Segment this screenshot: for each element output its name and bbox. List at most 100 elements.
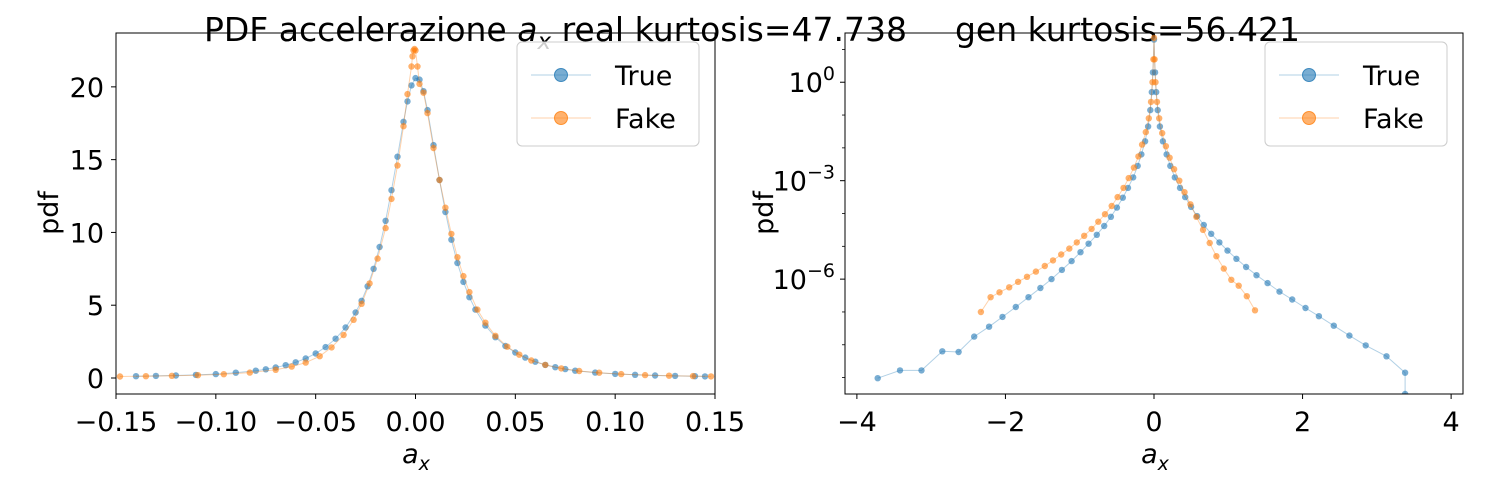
data-point-fake	[1135, 153, 1142, 160]
data-point-fake	[1073, 239, 1081, 246]
data-point-fake	[1153, 98, 1161, 106]
x-tick-label: 0.00	[385, 407, 445, 438]
plot-linear-axes: −0.15 −0.10 −0.05 0.00 0.05 0.10 0.15 0 5 10 15 20	[70, 73, 745, 438]
data-point-fake	[1108, 202, 1115, 210]
data-point-fake	[374, 255, 381, 262]
data-point-true	[1224, 247, 1231, 254]
title-prefix: PDF accelerazione	[204, 10, 517, 49]
y-tick-label: 20	[70, 73, 104, 104]
data-point-fake	[665, 372, 673, 379]
data-point-true	[701, 373, 709, 380]
data-point-fake	[482, 319, 489, 326]
data-point-fake	[1159, 129, 1166, 137]
data-point-fake	[1014, 278, 1022, 285]
plot-log-ylabel: pdf	[749, 190, 780, 235]
data-point-true	[1107, 213, 1115, 220]
data-point-true	[552, 364, 559, 371]
data-point-true	[631, 371, 639, 378]
data-point-true	[1302, 304, 1309, 312]
data-point-fake	[1142, 128, 1150, 136]
data-point-true	[1085, 240, 1092, 247]
data-point-fake	[1193, 213, 1200, 220]
data-point-true	[212, 370, 219, 378]
plot-linear-legend: True Fake	[516, 41, 700, 147]
data-point-fake	[220, 371, 227, 378]
data-point-fake	[1066, 245, 1073, 252]
x-tick-label: −0.10	[174, 407, 257, 438]
data-point-fake	[358, 300, 365, 307]
data-point-true	[1025, 294, 1032, 301]
data-point-fake	[1181, 189, 1188, 196]
data-point-fake	[302, 359, 309, 366]
data-point-true	[376, 243, 383, 251]
data-point-fake	[142, 373, 150, 380]
data-point-fake	[116, 373, 124, 380]
data-point-true	[1346, 332, 1353, 339]
data-point-true	[1156, 123, 1164, 130]
data-point-true	[971, 333, 978, 340]
data-point-true	[282, 362, 289, 369]
data-point-true	[1216, 239, 1223, 246]
data-point-fake	[408, 63, 415, 70]
data-point-true	[1037, 284, 1044, 292]
data-point-fake	[977, 308, 985, 316]
y-tick-label: 15	[70, 146, 104, 177]
plot-linear-xlabel: ax	[402, 439, 431, 475]
data-point-fake	[1125, 174, 1132, 182]
data-point-true	[1159, 138, 1167, 145]
legend-true-marker	[1302, 68, 1316, 82]
data-point-true	[612, 370, 619, 378]
legend-true-marker	[554, 68, 568, 82]
data-point-fake	[1176, 177, 1183, 184]
data-point-fake	[382, 224, 389, 232]
data-point-fake	[1032, 268, 1040, 275]
data-point-true	[252, 367, 259, 374]
data-point-true	[1147, 106, 1154, 114]
data-point-fake	[340, 331, 347, 339]
plot-log-xlabel: ax	[1141, 439, 1170, 475]
data-point-true	[1401, 369, 1409, 376]
y-tick-label: 100	[789, 63, 835, 99]
data-point-fake	[288, 363, 295, 370]
data-point-fake	[246, 369, 253, 376]
data-point-true	[408, 82, 415, 89]
data-point-fake	[436, 176, 443, 184]
data-point-fake	[454, 254, 461, 261]
data-point-fake	[1088, 225, 1095, 233]
data-point-true	[370, 265, 377, 272]
data-point-true	[232, 369, 239, 376]
data-point-fake	[542, 361, 549, 369]
data-point-fake	[430, 144, 437, 152]
data-point-fake	[388, 195, 395, 203]
data-point-true	[1401, 390, 1409, 394]
y-tick-label: 0	[87, 364, 104, 395]
data-point-fake	[1228, 276, 1235, 283]
legend-true-label: True	[1362, 61, 1420, 92]
data-point-true	[1093, 231, 1101, 238]
data-point-fake	[424, 109, 431, 117]
data-point-fake	[1058, 251, 1065, 258]
data-point-true	[388, 187, 395, 194]
data-point-true	[671, 372, 679, 380]
data-point-fake	[707, 373, 715, 380]
data-point-fake	[596, 369, 603, 376]
data-point-fake	[1114, 193, 1121, 201]
data-point-fake	[460, 272, 467, 280]
data-point-true	[1153, 88, 1160, 96]
data-point-true	[332, 335, 339, 342]
data-point-fake	[558, 365, 565, 372]
x-tick-label: 0.15	[685, 407, 745, 438]
data-point-true	[152, 372, 160, 380]
data-point-true	[1315, 313, 1323, 320]
data-point-fake	[1206, 239, 1213, 247]
data-point-true	[1289, 296, 1296, 303]
data-point-true	[1253, 272, 1260, 279]
y-tick-label: 10−3	[773, 162, 835, 198]
data-point-fake	[1095, 218, 1102, 225]
data-point-fake	[448, 230, 455, 238]
data-point-true	[1264, 279, 1271, 287]
x-tick-label: 4	[1443, 407, 1460, 438]
data-point-true	[1144, 123, 1152, 130]
x-tick-label: −4	[837, 407, 877, 438]
